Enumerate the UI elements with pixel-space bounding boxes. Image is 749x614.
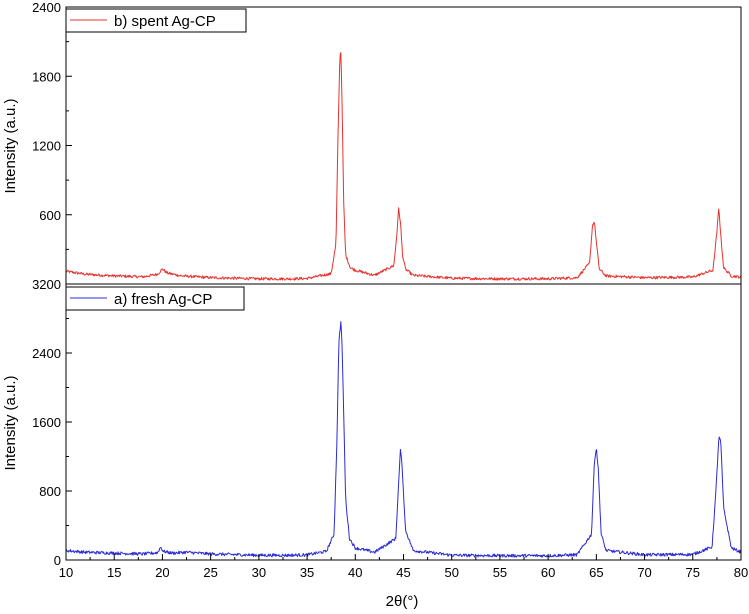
y-tick-label-top: 1200 [32,139,61,154]
x-tick-label: 25 [203,565,217,580]
y-tick-label-bottom: 3200 [32,277,61,292]
top-legend: b) spent Ag-CP [65,8,247,33]
y-tick-label-bottom: 2400 [32,346,61,361]
y-tick-label-top: 600 [39,208,61,223]
legend-label-spent: b) spent Ag-CP [114,13,216,30]
x-tick-label: 80 [734,565,748,580]
x-tick-label: 15 [107,565,121,580]
x-axis-title: 2θ(°) [386,593,419,610]
bottom-y-axis-title: Intensity (a.u.) [2,375,19,470]
y-tick-label-bottom: 0 [54,553,61,568]
legend-box [65,286,245,311]
legend-box [65,8,247,33]
y-tick-label-bottom: 800 [39,484,61,499]
y-tick-label-bottom: 1600 [32,415,61,430]
x-tick-label: 40 [348,565,362,580]
x-tick-label: 10 [59,565,73,580]
x-tick-label: 30 [252,565,266,580]
x-tick-label: 55 [493,565,507,580]
axis-ticks: 600 1200 1800 2400 0 800 1600 2400 3200 10 15 20 25 3… [32,0,748,580]
x-tick-label: 50 [444,565,458,580]
x-tick-label: 35 [300,565,314,580]
x-tick-label: 45 [396,565,410,580]
series-lines [65,52,742,558]
y-tick-label-top: 1800 [32,69,61,84]
x-tick-label: 20 [155,565,169,580]
series-line-b-spent-ag-cp [65,52,742,281]
y-tick-label-top: 2400 [32,0,61,15]
x-tick-label: 75 [686,565,700,580]
x-tick-label: 70 [637,565,651,580]
series-line-a-fresh-ag-cp [65,321,742,558]
legend-label-fresh: a) fresh Ag-CP [114,291,212,308]
top-y-axis-title: Intensity (a.u.) [2,98,19,193]
bottom-legend: a) fresh Ag-CP [65,286,245,311]
x-tick-label: 60 [541,565,555,580]
x-tick-label: 65 [589,565,603,580]
